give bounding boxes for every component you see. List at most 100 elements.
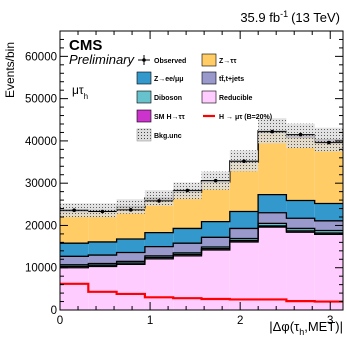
legend-label: Observed [154, 58, 186, 65]
y-tick-label: 0 [51, 305, 57, 317]
bar-diboson-6 [229, 238, 259, 241]
bar-tt-t-jets-2 [116, 252, 145, 262]
legend-entry: Z→ee/μμ [136, 71, 184, 85]
bar-tt-t-jets-3 [144, 246, 174, 256]
bar-reducible-1 [88, 266, 117, 310]
legend-label: Bkg.unc [154, 133, 182, 140]
bar-z-ee-8 [286, 200, 315, 219]
bar-reducible-9 [314, 234, 343, 310]
observed-point-1 [100, 209, 105, 214]
observed-point-8 [298, 132, 303, 137]
unc-band-9 [314, 127, 343, 152]
legend-swatch [201, 90, 217, 104]
bar-diboson-2 [116, 261, 145, 264]
stack-layer [60, 130, 343, 310]
bar-tt-t-jets-8 [286, 218, 315, 229]
channel-label: μτh [72, 83, 88, 101]
legend-label: SM H→ττ [154, 114, 186, 121]
stack-outline-3 [60, 212, 343, 257]
bar-diboson-9 [314, 230, 343, 234]
y-axis-title: Events/bin [3, 42, 17, 98]
legend-swatch [201, 53, 217, 67]
lumi-label: 35.9 fb-1 (13 TeV) [240, 9, 340, 25]
observed-point-4 [185, 188, 190, 193]
observed-point-3 [157, 199, 161, 203]
observed-point-0 [72, 208, 76, 213]
bar-tt-t-jets-6 [229, 228, 259, 239]
x-tick-label: 1 [147, 315, 153, 327]
bar-tt-t-jets-5 [201, 237, 230, 248]
legend-label: H → μτ (B=20%) [219, 114, 272, 121]
bar-z-ee-4 [173, 228, 202, 244]
legend-swatch [136, 128, 152, 142]
legend-entry: SM H→ττ [136, 109, 186, 123]
legend-label: Z→ee/μμ [154, 76, 184, 83]
bar-diboson-1 [88, 263, 117, 266]
x-tick-label: 3 [327, 315, 333, 327]
y-tick-label: 10000 [25, 263, 57, 275]
observed-layer [60, 129, 343, 214]
legend-entry: Z→ττ [201, 53, 237, 67]
bar-z-ee-0 [60, 243, 89, 257]
x-tick-label: 0 [57, 315, 63, 327]
legend-label: tt̄,t+jets [219, 74, 244, 83]
legend-swatch [136, 90, 152, 104]
bar-diboson-4 [173, 252, 202, 255]
bar-diboson-3 [144, 255, 174, 258]
bar-reducible-4 [173, 255, 202, 310]
observed-point-6 [242, 159, 246, 163]
legend-entry: Reducible [201, 90, 253, 104]
bar-tt-t-jets-4 [173, 243, 202, 253]
bar-diboson-8 [286, 228, 315, 231]
bar-diboson-7 [258, 223, 287, 226]
bar-tt-t-jets-1 [88, 255, 117, 264]
bar-z-ee-3 [144, 232, 174, 247]
legend-label: Z→ττ [219, 58, 237, 65]
legend-entry: H → μτ (B=20%) [203, 114, 272, 121]
signal-layer [60, 282, 343, 303]
observed-point-5 [213, 178, 218, 183]
legend: Observed Z→ee/μμ Diboson SM H→ττ Bkg.unc Z→ττ… [136, 53, 272, 142]
observed-point-7 [270, 129, 275, 134]
cms-label: CMS [69, 37, 102, 54]
legend-observed-marker [142, 58, 146, 62]
bar-reducible-2 [116, 264, 145, 310]
legend-swatch [136, 71, 152, 85]
stack-outline-2 [60, 222, 343, 266]
x-axis-title: |Δφ(τh,MET)| [269, 319, 343, 337]
y-tick-label: 20000 [25, 220, 57, 232]
bar-reducible-0 [60, 267, 89, 310]
signal-line [60, 282, 343, 303]
bar-tt-t-jets-0 [60, 256, 89, 265]
bar-z-ee-2 [116, 238, 145, 253]
legend-label: Diboson [154, 95, 182, 102]
preliminary-label: Preliminary [69, 52, 136, 67]
plot-frame [59, 30, 344, 311]
legend-swatch [136, 109, 152, 123]
stack-outline-4 [60, 193, 343, 244]
y-tick-label: 30000 [25, 178, 57, 190]
bar-z-ee-7 [258, 194, 287, 213]
bar-reducible-8 [286, 232, 315, 310]
legend-entry: Observed [138, 55, 186, 65]
x-tick-label: 2 [237, 315, 243, 327]
legend-entry: Diboson [136, 90, 182, 104]
bar-reducible-5 [201, 249, 230, 310]
bar-z-ee-5 [201, 221, 230, 238]
legend-swatch [201, 71, 217, 85]
y-tick-label: 50000 [25, 94, 57, 106]
y-tick-label: 40000 [25, 136, 57, 148]
bar-reducible-7 [258, 227, 287, 310]
legend-entry: Bkg.unc [136, 128, 182, 142]
bar-diboson-5 [201, 247, 230, 249]
observed-point-9 [327, 140, 331, 145]
bar-diboson-0 [60, 264, 89, 267]
observed-point-2 [128, 208, 133, 212]
y-tick-label: 60000 [25, 51, 57, 63]
bar-z-ee-9 [314, 203, 343, 221]
tick-layer: 0 10000 20000 30000 40000 50000 60000 0 1 2 3 [25, 30, 343, 327]
unc-band-3 [144, 190, 174, 206]
bar-tt-t-jets-7 [258, 212, 287, 224]
bar-z-ee-6 [229, 211, 259, 229]
